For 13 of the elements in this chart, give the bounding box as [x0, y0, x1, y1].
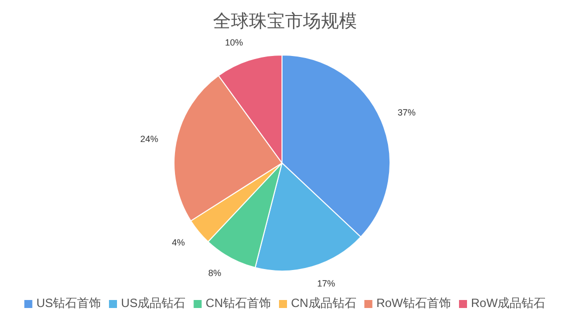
legend-label: US钻石首饰: [36, 296, 101, 310]
legend-label: CN钻石首饰: [206, 296, 271, 310]
data-label: 17%: [317, 278, 336, 288]
data-label: 8%: [208, 268, 222, 278]
data-label: 10%: [225, 38, 244, 48]
data-label: 4%: [172, 238, 185, 248]
data-label: 37%: [398, 107, 416, 118]
chart-title: 全球珠宝市场规模: [213, 10, 357, 31]
legend-label: RoW成品钻石: [471, 296, 546, 310]
legend-label: US成品钻石: [120, 296, 186, 310]
data-label: 24%: [140, 134, 158, 144]
legend-label: CN成品钻石: [291, 296, 356, 310]
legend-label: RoW钻石首饰: [376, 296, 452, 310]
